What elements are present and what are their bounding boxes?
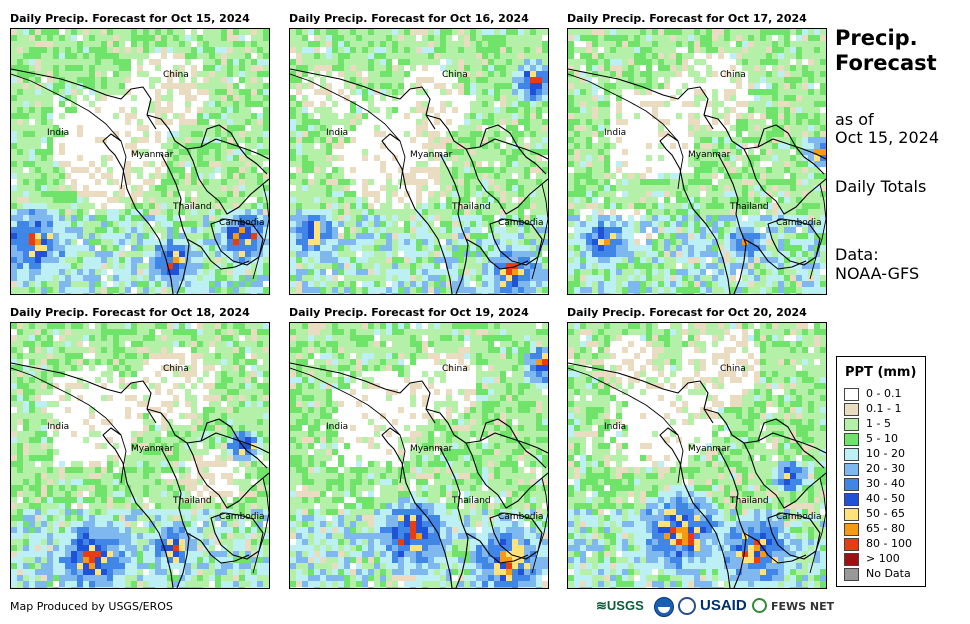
legend-title: PPT (mm) [845, 365, 917, 380]
map-label-china: China [442, 364, 468, 374]
precip-raster: China India Myanmar Thailand Cambodia [290, 323, 548, 588]
legend-label: 5 - 10 [866, 432, 898, 445]
map-label-myanmar: Myanmar [410, 444, 453, 454]
map-label-myanmar: Myanmar [131, 150, 174, 160]
fews-net-logo: FEWS NET [771, 600, 835, 613]
data-source: NOAA-GFS [835, 264, 920, 283]
precip-raster: China India Myanmar Thailand Cambodia [11, 323, 269, 588]
map-label-thailand: Thailand [451, 202, 491, 212]
totals-label: Daily Totals [835, 177, 927, 196]
panel-title: Daily Precip. Forecast for Oct 17, 2024 [567, 12, 807, 25]
forecast-map-oct-19: China India Myanmar Thailand Cambodia [289, 322, 549, 589]
map-label-cambodia: Cambodia [776, 512, 822, 522]
precip-raster: China India Myanmar Thailand Cambodia [11, 29, 269, 294]
legend-swatch [844, 568, 859, 581]
legend-label: 0.1 - 1 [866, 402, 902, 415]
legend-label: 30 - 40 [866, 477, 905, 490]
legend-swatch [844, 523, 859, 536]
panel-title: Daily Precip. Forecast for Oct 18, 2024 [10, 306, 250, 319]
legend-label: > 100 [866, 552, 900, 565]
legend-label: 20 - 30 [866, 462, 905, 475]
partner-logos: ≋USGS USAID FEWS NET [596, 596, 834, 618]
map-label-thailand: Thailand [451, 496, 491, 506]
data-label: Data: [835, 245, 879, 264]
legend-label: 10 - 20 [866, 447, 905, 460]
legend-swatch [844, 463, 859, 476]
fews-net-icon [752, 598, 767, 613]
map-label-india: India [604, 422, 626, 432]
forecast-map-oct-15: China India Myanmar Thailand Cambodia [10, 28, 270, 295]
legend-swatch [844, 478, 859, 491]
legend-swatch [844, 448, 859, 461]
map-label-india: India [604, 128, 626, 138]
legend-label: 65 - 80 [866, 522, 905, 535]
forecast-map-oct-18: China India Myanmar Thailand Cambodia [10, 322, 270, 589]
map-label-myanmar: Myanmar [410, 150, 453, 160]
map-label-india: India [326, 422, 348, 432]
map-label-cambodia: Cambodia [498, 218, 544, 228]
map-label-cambodia: Cambodia [219, 512, 265, 522]
legend-swatch [844, 493, 859, 506]
usaid-logo: USAID [700, 597, 747, 614]
map-label-cambodia: Cambodia [776, 218, 822, 228]
panel-title: Daily Precip. Forecast for Oct 16, 2024 [289, 12, 529, 25]
as-of-date: Oct 15, 2024 [835, 128, 939, 147]
map-label-china: China [720, 364, 746, 374]
map-label-india: India [47, 422, 69, 432]
map-label-cambodia: Cambodia [498, 512, 544, 522]
noaa-logo-icon [654, 597, 674, 617]
panel-title: Daily Precip. Forecast for Oct 19, 2024 [289, 306, 529, 319]
map-label-india: India [326, 128, 348, 138]
side-title: Precip. Forecast [835, 26, 937, 75]
map-label-cambodia: Cambodia [219, 218, 265, 228]
map-label-thailand: Thailand [172, 496, 212, 506]
precip-legend: PPT (mm) 0 - 0.1 0.1 - 1 1 - 5 5 - 10 10 - 2… [836, 356, 926, 587]
as-of-label: as of [835, 110, 874, 129]
map-label-myanmar: Myanmar [131, 444, 174, 454]
legend-swatch [844, 538, 859, 551]
panel-title: Daily Precip. Forecast for Oct 15, 2024 [10, 12, 250, 25]
agency-seal-icon [678, 597, 696, 615]
map-label-myanmar: Myanmar [688, 150, 731, 160]
map-label-thailand: Thailand [729, 202, 769, 212]
legend-swatch [844, 418, 859, 431]
legend-swatch [844, 388, 859, 401]
precip-raster: China India Myanmar Thailand Cambodia [290, 29, 548, 294]
forecast-map-oct-20: China India Myanmar Thailand Cambodia [567, 322, 827, 589]
map-label-india: India [47, 128, 69, 138]
legend-swatch [844, 403, 859, 416]
map-label-china: China [442, 70, 468, 80]
map-label-thailand: Thailand [172, 202, 212, 212]
map-label-thailand: Thailand [729, 496, 769, 506]
legend-label: 0 - 0.1 [866, 387, 902, 400]
precip-raster: China India Myanmar Thailand Cambodia [568, 323, 826, 588]
map-label-china: China [720, 70, 746, 80]
map-label-china: China [163, 364, 189, 374]
panel-title: Daily Precip. Forecast for Oct 20, 2024 [567, 306, 807, 319]
usgs-logo: ≋USGS [596, 598, 644, 613]
legend-swatch [844, 508, 859, 521]
map-label-myanmar: Myanmar [688, 444, 731, 454]
credit-text: Map Produced by USGS/EROS [10, 600, 173, 613]
legend-label: No Data [866, 567, 911, 580]
legend-label: 40 - 50 [866, 492, 905, 505]
legend-swatch [844, 553, 859, 566]
legend-label: 50 - 65 [866, 507, 905, 520]
precip-raster: China India Myanmar Thailand Cambodia [568, 29, 826, 294]
forecast-map-oct-16: China India Myanmar Thailand Cambodia [289, 28, 549, 295]
legend-label: 1 - 5 [866, 417, 891, 430]
forecast-map-oct-17: China India Myanmar Thailand Cambodia [567, 28, 827, 295]
map-label-china: China [163, 70, 189, 80]
legend-label: 80 - 100 [866, 537, 912, 550]
legend-swatch [844, 433, 859, 446]
